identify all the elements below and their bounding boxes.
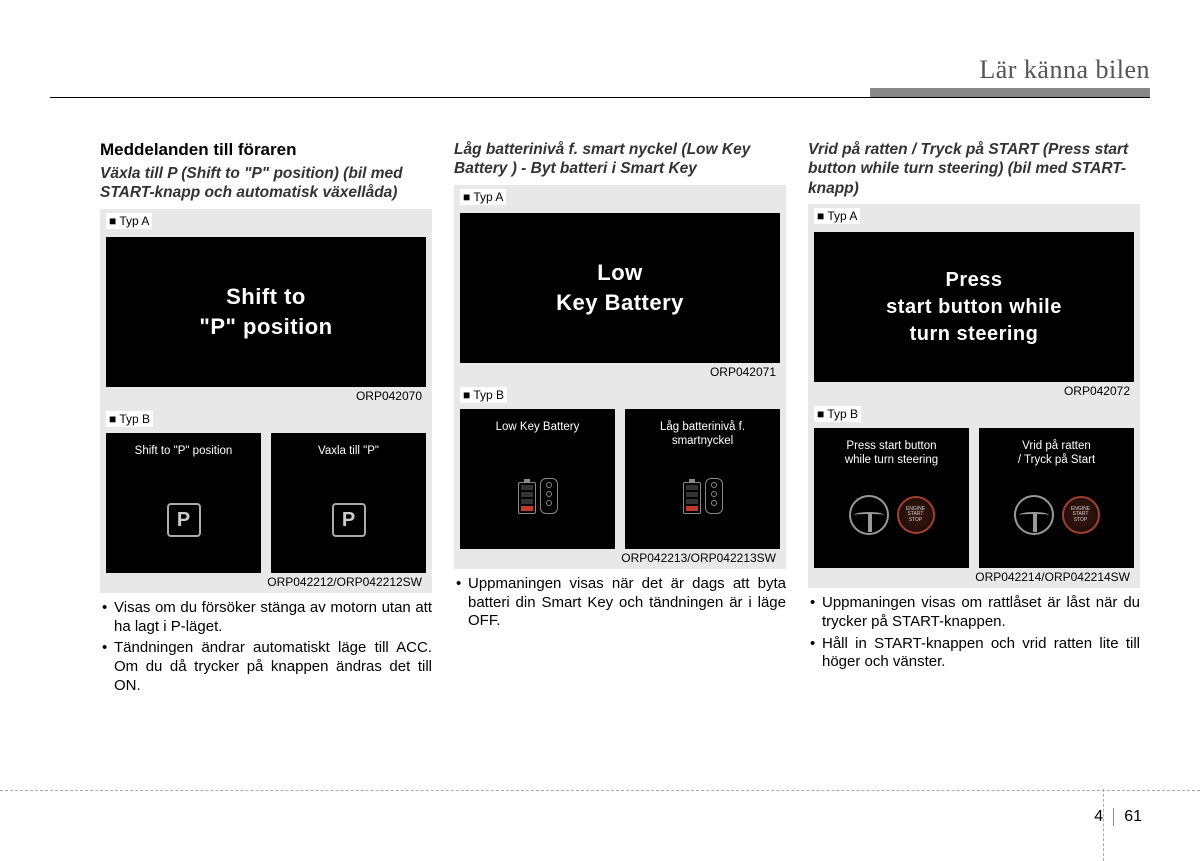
small-screen-text: Shift to "P" position bbox=[135, 445, 233, 475]
twin-screens: Press start button while turn steering E… bbox=[814, 428, 1134, 568]
figure-code: ORP042071 bbox=[460, 365, 780, 379]
display-screen-small: Vrid på ratten / Tryck på Start ENGINE S… bbox=[979, 428, 1134, 568]
small-screen-text: Low Key Battery bbox=[496, 421, 580, 451]
small-screen-text: Press start button while turn steering bbox=[845, 440, 938, 470]
start-button-icon: ENGINE START STOP bbox=[1062, 496, 1100, 534]
column-1: Meddelanden till föraren Växla till P (S… bbox=[100, 140, 432, 699]
steering-icon bbox=[849, 495, 889, 535]
figure-b: ■ Typ B Press start button while turn st… bbox=[808, 402, 1140, 588]
p-icon: P bbox=[332, 475, 366, 565]
display-screen-small: Vaxla till "P" P bbox=[271, 433, 426, 573]
bullet-list: Visas om du försöker stänga av motorn ut… bbox=[100, 599, 432, 699]
page-header: Lär känna bilen bbox=[50, 55, 1150, 95]
figure-a: ■ Typ A Press start button while turn st… bbox=[808, 204, 1140, 402]
bullet-item: Tändningen ändrar automatiskt läge till … bbox=[100, 639, 432, 695]
column-3: Vrid på ratten / Tryck på START (Press s… bbox=[808, 140, 1140, 699]
section-heading: Meddelanden till föraren bbox=[100, 140, 432, 160]
display-screen-large: Low Key Battery bbox=[460, 213, 780, 363]
steering-start-icon: ENGINE START STOP bbox=[849, 470, 935, 560]
bullet-item: Visas om du försöker stänga av motorn ut… bbox=[100, 599, 432, 637]
bullet-list: Uppmaningen visas när det är dags att by… bbox=[454, 575, 786, 634]
chapter-number: 4 bbox=[1094, 808, 1103, 826]
type-a-label: ■ Typ A bbox=[814, 208, 860, 224]
small-screen-text: Låg batterinivå f. smartnyckel bbox=[660, 421, 745, 451]
display-screen-small: Shift to "P" position P bbox=[106, 433, 261, 573]
figure-code: ORP042070 bbox=[106, 389, 426, 403]
bullet-list: Uppmaningen visas om rattlåset är låst n… bbox=[808, 594, 1140, 675]
twin-screens: Low Key Battery Låg batterinivå f. smart… bbox=[460, 409, 780, 549]
display-screen-small: Press start button while turn steering E… bbox=[814, 428, 969, 568]
battery-key-icon bbox=[683, 451, 723, 541]
page-num-divider bbox=[1113, 808, 1114, 826]
figure-b: ■ Typ B Low Key Battery Låg batterinivå … bbox=[454, 383, 786, 569]
type-a-label: ■ Typ A bbox=[106, 213, 152, 229]
bullet-item: Uppmaningen visas om rattlåset är låst n… bbox=[808, 594, 1140, 632]
page-in-chapter: 61 bbox=[1124, 808, 1142, 826]
bullet-item: Uppmaningen visas när det är dags att by… bbox=[454, 575, 786, 631]
section-subheading: Växla till P (Shift to "P" position) (bi… bbox=[100, 164, 432, 203]
figure-a: ■ Typ A Shift to "P" position ORP042070 bbox=[100, 209, 432, 407]
steering-start-icon: ENGINE START STOP bbox=[1014, 470, 1100, 560]
figure-code: ORP042212/ORP042212SW bbox=[106, 575, 426, 589]
section-subheading: Vrid på ratten / Tryck på START (Press s… bbox=[808, 140, 1140, 198]
battery-key-icon bbox=[518, 451, 558, 541]
small-screen-text: Vrid på ratten / Tryck på Start bbox=[1018, 440, 1095, 470]
type-b-label: ■ Typ B bbox=[460, 387, 507, 403]
footer-rule bbox=[0, 790, 1200, 791]
header-rule bbox=[50, 97, 1150, 98]
figure-code: ORP042072 bbox=[814, 384, 1134, 398]
manual-page: Lär känna bilen Meddelanden till föraren… bbox=[0, 0, 1200, 861]
type-a-label: ■ Typ A bbox=[460, 189, 506, 205]
chapter-title: Lär känna bilen bbox=[979, 55, 1150, 85]
display-screen-small: Low Key Battery bbox=[460, 409, 615, 549]
twin-screens: Shift to "P" position P Vaxla till "P" P bbox=[106, 433, 426, 573]
column-2: Låg batterinivå f. smart nyckel (Low Key… bbox=[454, 140, 786, 699]
steering-icon bbox=[1014, 495, 1054, 535]
p-icon: P bbox=[167, 475, 201, 565]
page-number: 4 61 bbox=[1094, 808, 1142, 826]
content-columns: Meddelanden till föraren Växla till P (S… bbox=[100, 140, 1140, 699]
figure-b: ■ Typ B Shift to "P" position P Vaxla ti… bbox=[100, 407, 432, 593]
display-screen-large: Shift to "P" position bbox=[106, 237, 426, 387]
figure-code: ORP042214/ORP042214SW bbox=[814, 570, 1134, 584]
start-button-icon: ENGINE START STOP bbox=[897, 496, 935, 534]
bullet-item: Håll in START-knappen och vrid ratten li… bbox=[808, 635, 1140, 673]
section-subheading: Låg batterinivå f. smart nyckel (Low Key… bbox=[454, 140, 786, 179]
type-b-label: ■ Typ B bbox=[814, 406, 861, 422]
type-b-label: ■ Typ B bbox=[106, 411, 153, 427]
figure-code: ORP042213/ORP042213SW bbox=[460, 551, 780, 565]
figure-a: ■ Typ A Low Key Battery ORP042071 bbox=[454, 185, 786, 383]
display-screen-small: Låg batterinivå f. smartnyckel bbox=[625, 409, 780, 549]
small-screen-text: Vaxla till "P" bbox=[318, 445, 379, 475]
display-screen-large: Press start button while turn steering bbox=[814, 232, 1134, 382]
